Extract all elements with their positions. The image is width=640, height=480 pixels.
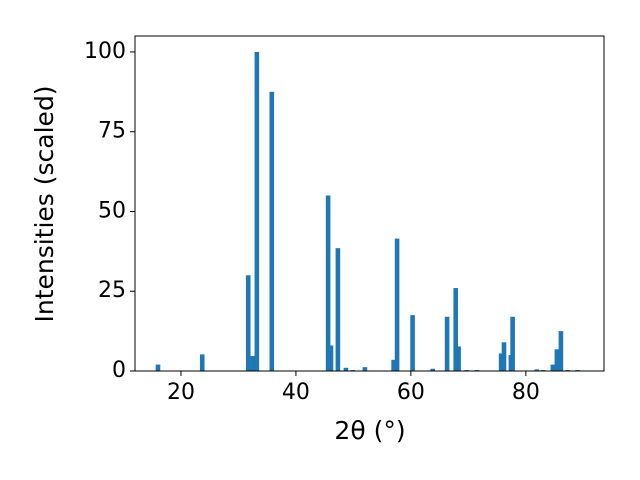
bar bbox=[456, 346, 461, 371]
bar bbox=[269, 91, 275, 371]
bar bbox=[554, 349, 560, 371]
bar bbox=[510, 316, 515, 371]
bar bbox=[343, 367, 349, 371]
bar bbox=[254, 51, 260, 371]
bar bbox=[250, 356, 256, 371]
bar bbox=[430, 368, 436, 371]
bar bbox=[325, 195, 331, 371]
x-tick-label: 20 bbox=[167, 380, 195, 405]
x-axis-label: 2θ (°) bbox=[334, 416, 405, 445]
bar bbox=[391, 359, 396, 371]
bar bbox=[550, 364, 556, 371]
x-tick-label: 80 bbox=[512, 380, 540, 405]
bar bbox=[245, 275, 251, 371]
y-tick-label: 50 bbox=[98, 198, 126, 223]
bar bbox=[444, 316, 450, 371]
bar bbox=[558, 331, 564, 371]
x-tick-label: 60 bbox=[397, 380, 425, 405]
y-tick-label: 0 bbox=[112, 358, 126, 383]
bar bbox=[328, 345, 334, 371]
bar bbox=[335, 248, 341, 371]
bar bbox=[410, 315, 415, 371]
bar bbox=[501, 342, 507, 371]
plot-frame bbox=[134, 35, 605, 372]
bar bbox=[394, 238, 400, 371]
y-tick-label: 100 bbox=[84, 39, 126, 64]
bar bbox=[453, 288, 459, 371]
x-tick-label: 40 bbox=[282, 380, 310, 405]
bar bbox=[199, 354, 205, 371]
bar bbox=[498, 353, 504, 371]
bar bbox=[362, 367, 368, 371]
y-tick-label: 25 bbox=[98, 278, 126, 303]
bar bbox=[155, 364, 161, 371]
y-tick-label: 75 bbox=[98, 119, 126, 144]
bar bbox=[534, 369, 540, 371]
y-axis-label: Intensities (scaled) bbox=[30, 85, 59, 322]
